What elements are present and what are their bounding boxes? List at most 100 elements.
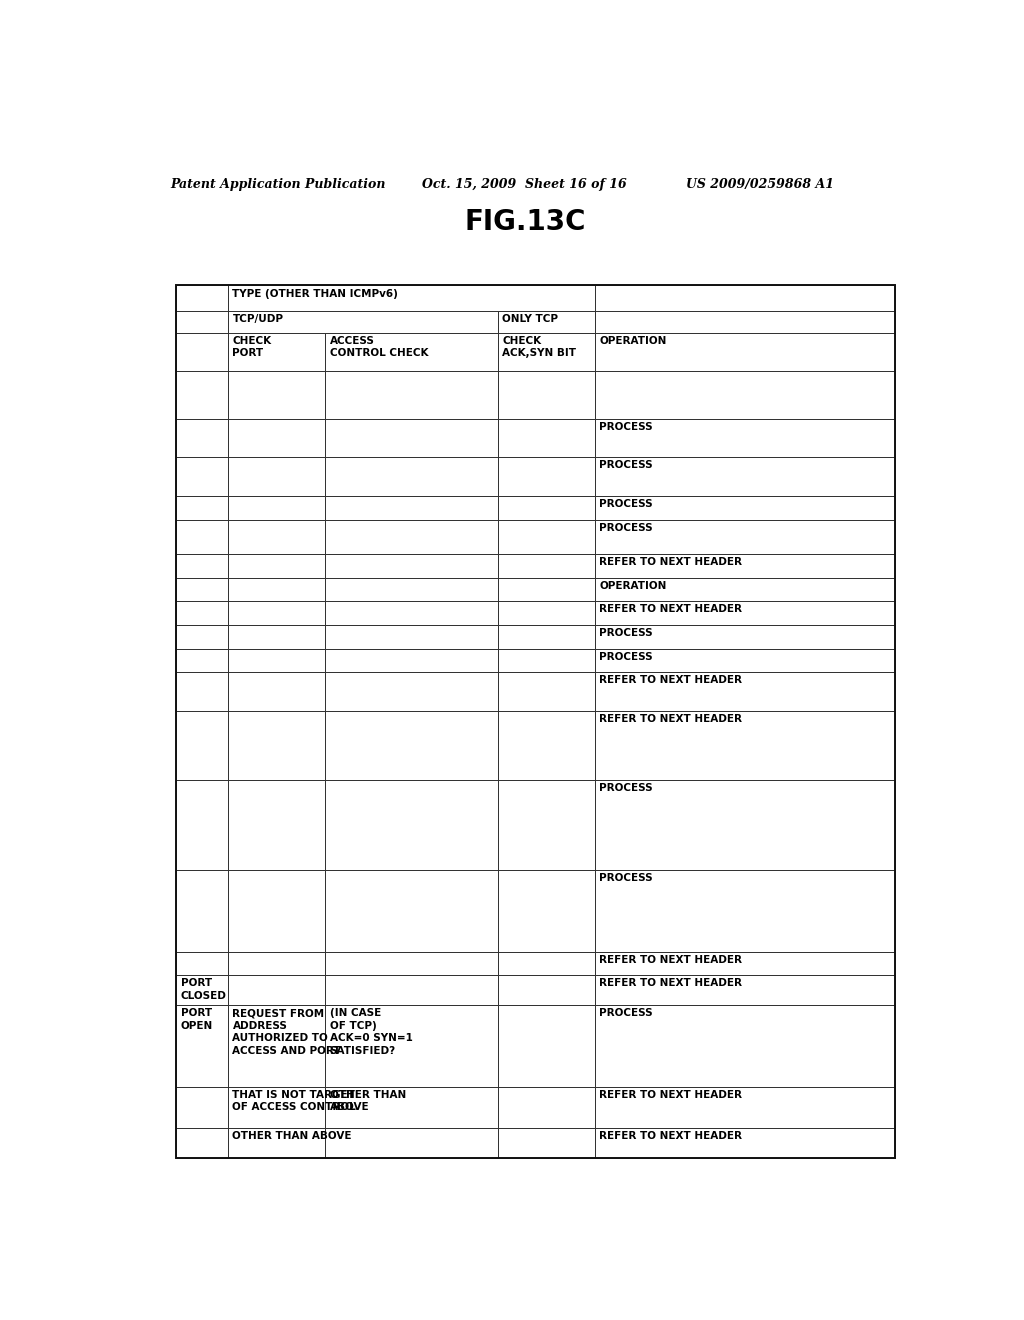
Bar bbox=[498, 496, 595, 520]
Bar bbox=[498, 780, 595, 870]
Bar bbox=[176, 520, 227, 554]
Bar bbox=[227, 1127, 325, 1158]
Bar bbox=[595, 1127, 895, 1158]
Bar bbox=[176, 672, 227, 711]
Bar bbox=[595, 780, 895, 870]
Text: REFER TO NEXT HEADER: REFER TO NEXT HEADER bbox=[599, 605, 742, 614]
Bar bbox=[498, 952, 595, 975]
Bar bbox=[227, 418, 325, 457]
Bar bbox=[325, 952, 498, 975]
Bar bbox=[176, 285, 895, 1158]
Bar bbox=[595, 1086, 895, 1127]
Text: REFER TO NEXT HEADER: REFER TO NEXT HEADER bbox=[599, 1090, 742, 1100]
Text: REFER TO NEXT HEADER: REFER TO NEXT HEADER bbox=[599, 676, 742, 685]
Bar bbox=[227, 624, 325, 648]
Text: REFER TO NEXT HEADER: REFER TO NEXT HEADER bbox=[599, 978, 742, 989]
Text: REFER TO NEXT HEADER: REFER TO NEXT HEADER bbox=[599, 557, 742, 568]
Bar bbox=[176, 1006, 227, 1086]
Bar bbox=[325, 554, 498, 578]
Bar bbox=[176, 312, 227, 333]
Bar bbox=[595, 371, 895, 418]
Bar bbox=[595, 457, 895, 496]
Bar bbox=[176, 418, 227, 457]
Bar bbox=[325, 496, 498, 520]
Text: ONLY TCP: ONLY TCP bbox=[502, 314, 558, 325]
Bar bbox=[498, 333, 595, 371]
Text: FIG.13C: FIG.13C bbox=[464, 207, 586, 235]
Bar bbox=[325, 672, 498, 711]
Bar bbox=[227, 711, 325, 780]
Bar bbox=[325, 418, 498, 457]
Text: PROCESS: PROCESS bbox=[599, 628, 653, 638]
Bar bbox=[227, 333, 325, 371]
Text: (IN CASE
OF TCP)
ACK=0 SYN=1
SATISFIED?: (IN CASE OF TCP) ACK=0 SYN=1 SATISFIED? bbox=[330, 1008, 413, 1056]
Bar bbox=[498, 312, 595, 333]
Text: OTHER THAN ABOVE: OTHER THAN ABOVE bbox=[232, 1131, 352, 1140]
Bar bbox=[595, 1006, 895, 1086]
Bar bbox=[227, 780, 325, 870]
Bar bbox=[176, 870, 227, 952]
Bar bbox=[176, 780, 227, 870]
Bar bbox=[227, 578, 325, 602]
Bar bbox=[325, 780, 498, 870]
Bar bbox=[176, 711, 227, 780]
Bar bbox=[227, 554, 325, 578]
Bar bbox=[227, 975, 325, 1006]
Bar bbox=[595, 624, 895, 648]
Bar bbox=[176, 496, 227, 520]
Text: OPERATION: OPERATION bbox=[599, 581, 667, 591]
Bar bbox=[498, 520, 595, 554]
Bar bbox=[325, 1006, 498, 1086]
Text: Oct. 15, 2009  Sheet 16 of 16: Oct. 15, 2009 Sheet 16 of 16 bbox=[423, 178, 628, 190]
Bar bbox=[498, 870, 595, 952]
Bar bbox=[498, 1006, 595, 1086]
Text: PROCESS: PROCESS bbox=[599, 783, 653, 793]
Bar bbox=[595, 952, 895, 975]
Bar bbox=[227, 312, 498, 333]
Bar bbox=[498, 711, 595, 780]
Bar bbox=[227, 496, 325, 520]
Bar bbox=[227, 285, 595, 312]
Bar bbox=[227, 672, 325, 711]
Bar bbox=[325, 648, 498, 672]
Bar bbox=[176, 371, 227, 418]
Bar bbox=[498, 975, 595, 1006]
Bar bbox=[176, 333, 227, 371]
Bar bbox=[498, 1127, 595, 1158]
Text: CHECK
PORT: CHECK PORT bbox=[232, 335, 271, 358]
Text: Patent Application Publication: Patent Application Publication bbox=[171, 178, 386, 190]
Text: TYPE (OTHER THAN ICMPv6): TYPE (OTHER THAN ICMPv6) bbox=[232, 289, 398, 298]
Bar bbox=[595, 418, 895, 457]
Text: PROCESS: PROCESS bbox=[599, 873, 653, 883]
Text: TCP/UDP: TCP/UDP bbox=[232, 314, 284, 325]
Bar bbox=[176, 554, 227, 578]
Bar bbox=[176, 952, 227, 975]
Bar bbox=[227, 520, 325, 554]
Bar bbox=[325, 333, 498, 371]
Text: OPERATION: OPERATION bbox=[599, 335, 667, 346]
Bar bbox=[176, 1127, 227, 1158]
Bar bbox=[176, 285, 227, 312]
Text: PROCESS: PROCESS bbox=[599, 1008, 653, 1018]
Bar bbox=[227, 648, 325, 672]
Bar bbox=[325, 870, 498, 952]
Bar bbox=[498, 418, 595, 457]
Bar bbox=[176, 1086, 227, 1127]
Bar bbox=[325, 520, 498, 554]
Bar bbox=[325, 578, 498, 602]
Bar bbox=[498, 624, 595, 648]
Bar bbox=[595, 672, 895, 711]
Bar bbox=[176, 602, 227, 624]
Bar bbox=[227, 952, 325, 975]
Bar bbox=[498, 1086, 595, 1127]
Text: REFER TO NEXT HEADER: REFER TO NEXT HEADER bbox=[599, 1131, 742, 1140]
Bar bbox=[325, 1086, 498, 1127]
Text: PORT
CLOSED: PORT CLOSED bbox=[180, 978, 226, 1001]
Text: REFER TO NEXT HEADER: REFER TO NEXT HEADER bbox=[599, 714, 742, 723]
Bar bbox=[325, 602, 498, 624]
Bar bbox=[595, 870, 895, 952]
Bar bbox=[176, 457, 227, 496]
Bar bbox=[595, 578, 895, 602]
Bar bbox=[325, 371, 498, 418]
Bar bbox=[498, 554, 595, 578]
